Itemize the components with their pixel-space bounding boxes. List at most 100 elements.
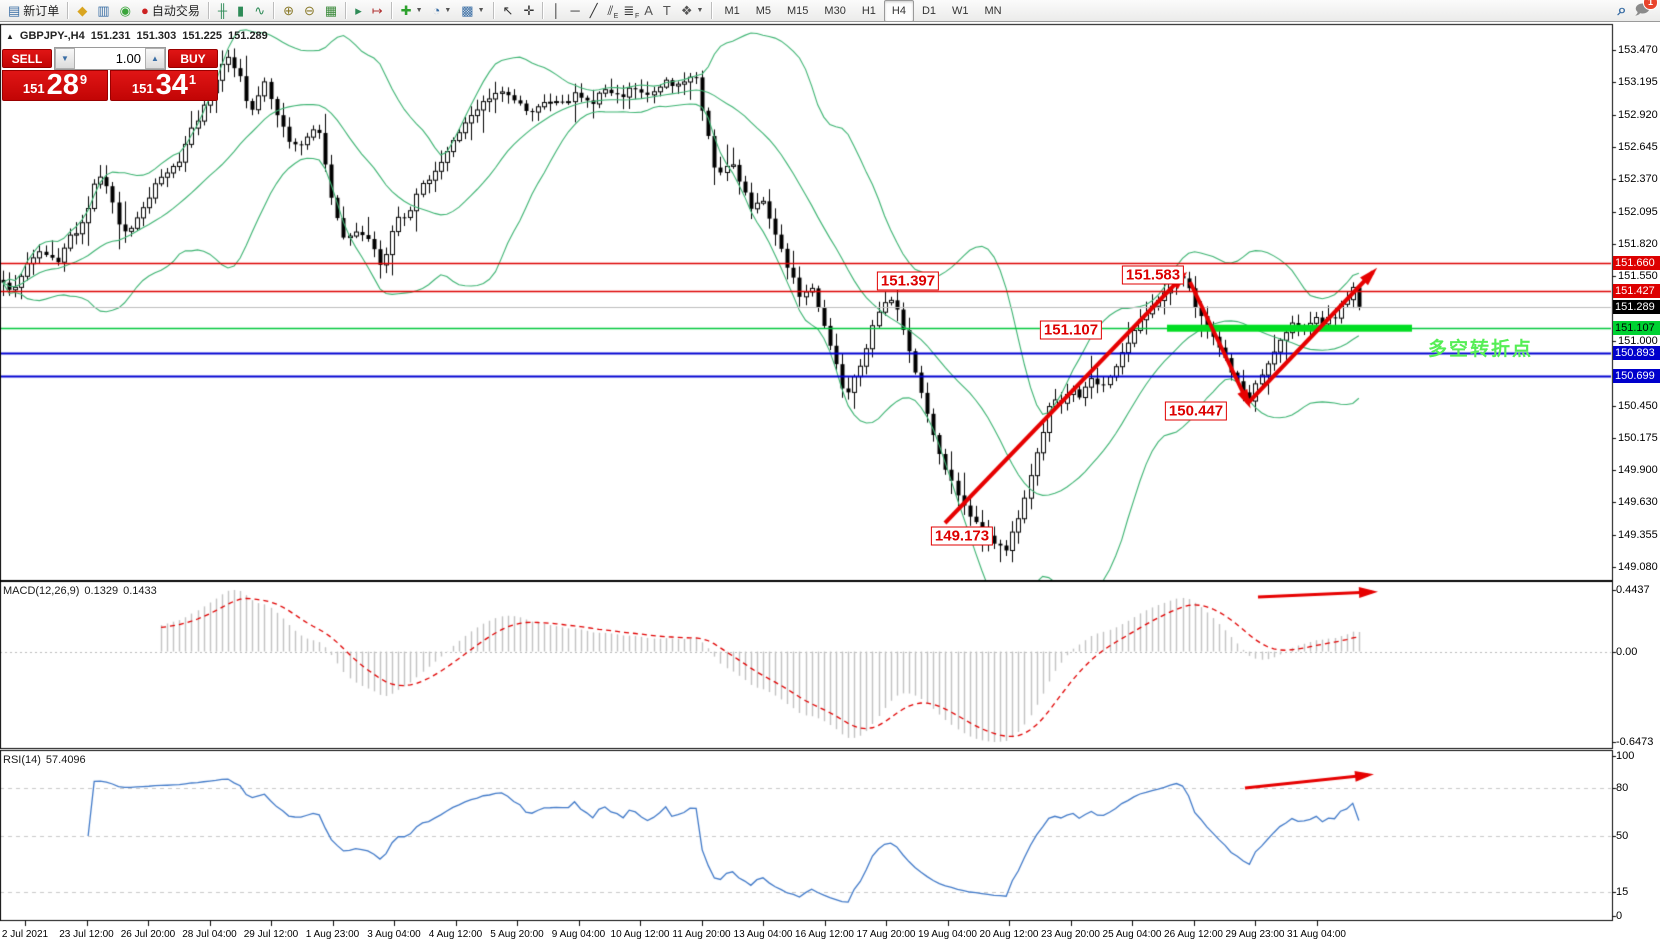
buy-price[interactable]: 151 34 1	[110, 70, 218, 101]
macd-axis-label: 0.00	[1616, 645, 1638, 658]
fibonacci-button[interactable]: ≣ F	[618, 0, 639, 22]
chart-shift-icon: ↦	[371, 3, 383, 18]
price-badge-150.699: 150.699	[1613, 369, 1660, 384]
timeframe-h4-button[interactable]: H4	[883, 0, 914, 22]
sell-price-base: 151	[22, 81, 45, 96]
price-badge-151.289: 151.289	[1613, 299, 1660, 314]
periods-button-dropdown-icon[interactable]: ▼	[444, 7, 452, 14]
autotrading-icon: ●	[140, 3, 149, 18]
buy-button[interactable]: BUY	[168, 49, 218, 68]
search-icon[interactable]: ⌕	[1617, 1, 1627, 19]
time-axis-label: 28 Jul 04:00	[182, 929, 237, 940]
timeframe-w1-button[interactable]: W1	[952, 4, 969, 17]
toolbar-separator	[273, 2, 276, 19]
zoom-in-button[interactable]: ⊕	[278, 0, 299, 22]
toolbar-separator	[345, 2, 348, 19]
timeframe-m5-button[interactable]: M5	[755, 4, 772, 17]
templates-button[interactable]: ▩ ▼	[456, 0, 489, 22]
horizontal-line-button[interactable]: ─	[565, 0, 584, 22]
time-axis-label: 16 Aug 12:00	[795, 929, 854, 940]
price-axis-label: 153.195	[1618, 76, 1658, 89]
market-watch-button[interactable]: ▥	[92, 0, 114, 22]
chart-shift-button[interactable]: ↦	[367, 0, 388, 22]
toolbar-separator	[542, 2, 545, 19]
price-annotation-149.173[interactable]: 149.173	[930, 526, 994, 546]
notifications-icon[interactable]: 🗩 1	[1634, 0, 1658, 23]
volume-decrease-button[interactable]: ▼	[55, 48, 75, 69]
timeframe-m15-button[interactable]: M15	[787, 4, 809, 17]
line-chart-button[interactable]: ∿	[249, 0, 270, 22]
timeframe-m30-button[interactable]: M30	[824, 4, 846, 17]
symbol-dropdown-icon[interactable]: ▲	[6, 31, 14, 41]
rsi-axis-label: 0	[1616, 910, 1623, 922]
time-axis-label: 10 Aug 12:00	[610, 929, 670, 940]
zoom-out-button[interactable]: ⊖	[299, 0, 320, 22]
vertical-line-icon: │	[552, 3, 561, 18]
new-order-button[interactable]: ▤ 新订单	[3, 0, 64, 22]
candlestick-chart-button[interactable]: ▮	[232, 0, 249, 22]
sell-price[interactable]: 151 28 9	[2, 70, 108, 101]
time-axis-label: 4 Aug 12:00	[428, 929, 483, 940]
chart-profiles-icon: ◆	[77, 3, 88, 18]
volume-input[interactable]	[75, 48, 145, 69]
indicators-button[interactable]: ✚ ▼	[396, 0, 428, 22]
cursor-button[interactable]: ↖	[498, 0, 519, 22]
price-badge-151.427: 151.427	[1613, 283, 1660, 298]
time-axis-label: 3 Aug 04:00	[367, 929, 421, 940]
timeframe-d1-button[interactable]: D1	[921, 4, 937, 17]
chart-profiles-button[interactable]: ◆	[72, 0, 92, 22]
arrows-objects-button[interactable]: ❖ ▼	[676, 0, 709, 22]
arrows-objects-button-dropdown-icon[interactable]: ▼	[696, 7, 704, 14]
zoom-in-icon: ⊕	[283, 3, 295, 18]
vertical-line-button[interactable]: │	[547, 0, 565, 22]
rsi-axis-label: 100	[1616, 750, 1635, 762]
autotrading-button[interactable]: ● 自动交易	[136, 0, 205, 22]
price-axis-label: 149.080	[1618, 560, 1658, 573]
price-annotation-151.583[interactable]: 151.583	[1121, 265, 1185, 285]
toolbar-separator	[492, 2, 495, 19]
navigator-button[interactable]: ◉	[115, 0, 136, 22]
price-axis-label: 149.630	[1618, 496, 1658, 509]
horizontal-line-icon: ─	[570, 3, 580, 18]
templates-button-dropdown-icon[interactable]: ▼	[477, 7, 485, 14]
volume-increase-button[interactable]: ▲	[145, 48, 165, 69]
time-axis-label: 31 Aug 04:00	[1287, 929, 1346, 940]
cursor-icon: ↖	[502, 3, 514, 18]
timeframe-mn-button[interactable]: MN	[984, 4, 1002, 17]
time-axis-label: 5 Aug 20:00	[490, 929, 544, 940]
rsi-axis-label: 80	[1616, 782, 1629, 794]
time-axis-label: 19 Aug 04:00	[918, 929, 977, 940]
indicators-button-dropdown-icon[interactable]: ▼	[415, 7, 423, 14]
text-icon: A	[644, 3, 653, 18]
price-annotation-151.107[interactable]: 151.107	[1039, 320, 1103, 340]
macd-axis-label: 0.4437	[1616, 584, 1650, 596]
price-axis-label: 151.000	[1618, 334, 1658, 347]
price-axis-label: 150.450	[1618, 399, 1658, 412]
timeframe-h1-button[interactable]: H1	[861, 4, 876, 17]
periods-button[interactable]: ◔ ▼	[428, 0, 457, 22]
trendline-button[interactable]: ╱	[585, 0, 603, 22]
rsi-axis-label: 50	[1616, 830, 1629, 842]
time-axis-label: 1 Aug 23:00	[305, 929, 360, 940]
auto-scroll-button[interactable]: ▸	[350, 0, 367, 22]
trend-note-text[interactable]: 多空转折点	[1428, 339, 1534, 360]
time-axis-label: 11 Aug 20:00	[672, 929, 731, 940]
time-axis-label: 25 Aug 04:00	[1102, 929, 1162, 940]
price-axis-label: 150.175	[1618, 431, 1658, 444]
tile-windows-button[interactable]: ▦	[320, 0, 342, 22]
crosshair-button[interactable]: ✛	[518, 0, 539, 22]
price-annotation-151.397[interactable]: 151.397	[876, 271, 940, 291]
equidistant-channel-icon: ⫽ E	[607, 3, 619, 20]
line-chart-icon: ∿	[254, 3, 266, 18]
sell-button[interactable]: SELL	[2, 49, 52, 68]
price-annotation-150.447[interactable]: 150.447	[1164, 401, 1228, 421]
equidistant-channel-button[interactable]: ⫽ E	[603, 0, 619, 22]
timeframe-m1-button[interactable]: M1	[724, 4, 740, 17]
bar-chart-button[interactable]: ╫	[213, 0, 232, 22]
periods-icon: ◔	[432, 3, 441, 18]
text-button[interactable]: A	[639, 0, 658, 22]
text-label-button[interactable]: T	[658, 0, 676, 22]
volume-box: ▼ ▲	[54, 47, 166, 70]
